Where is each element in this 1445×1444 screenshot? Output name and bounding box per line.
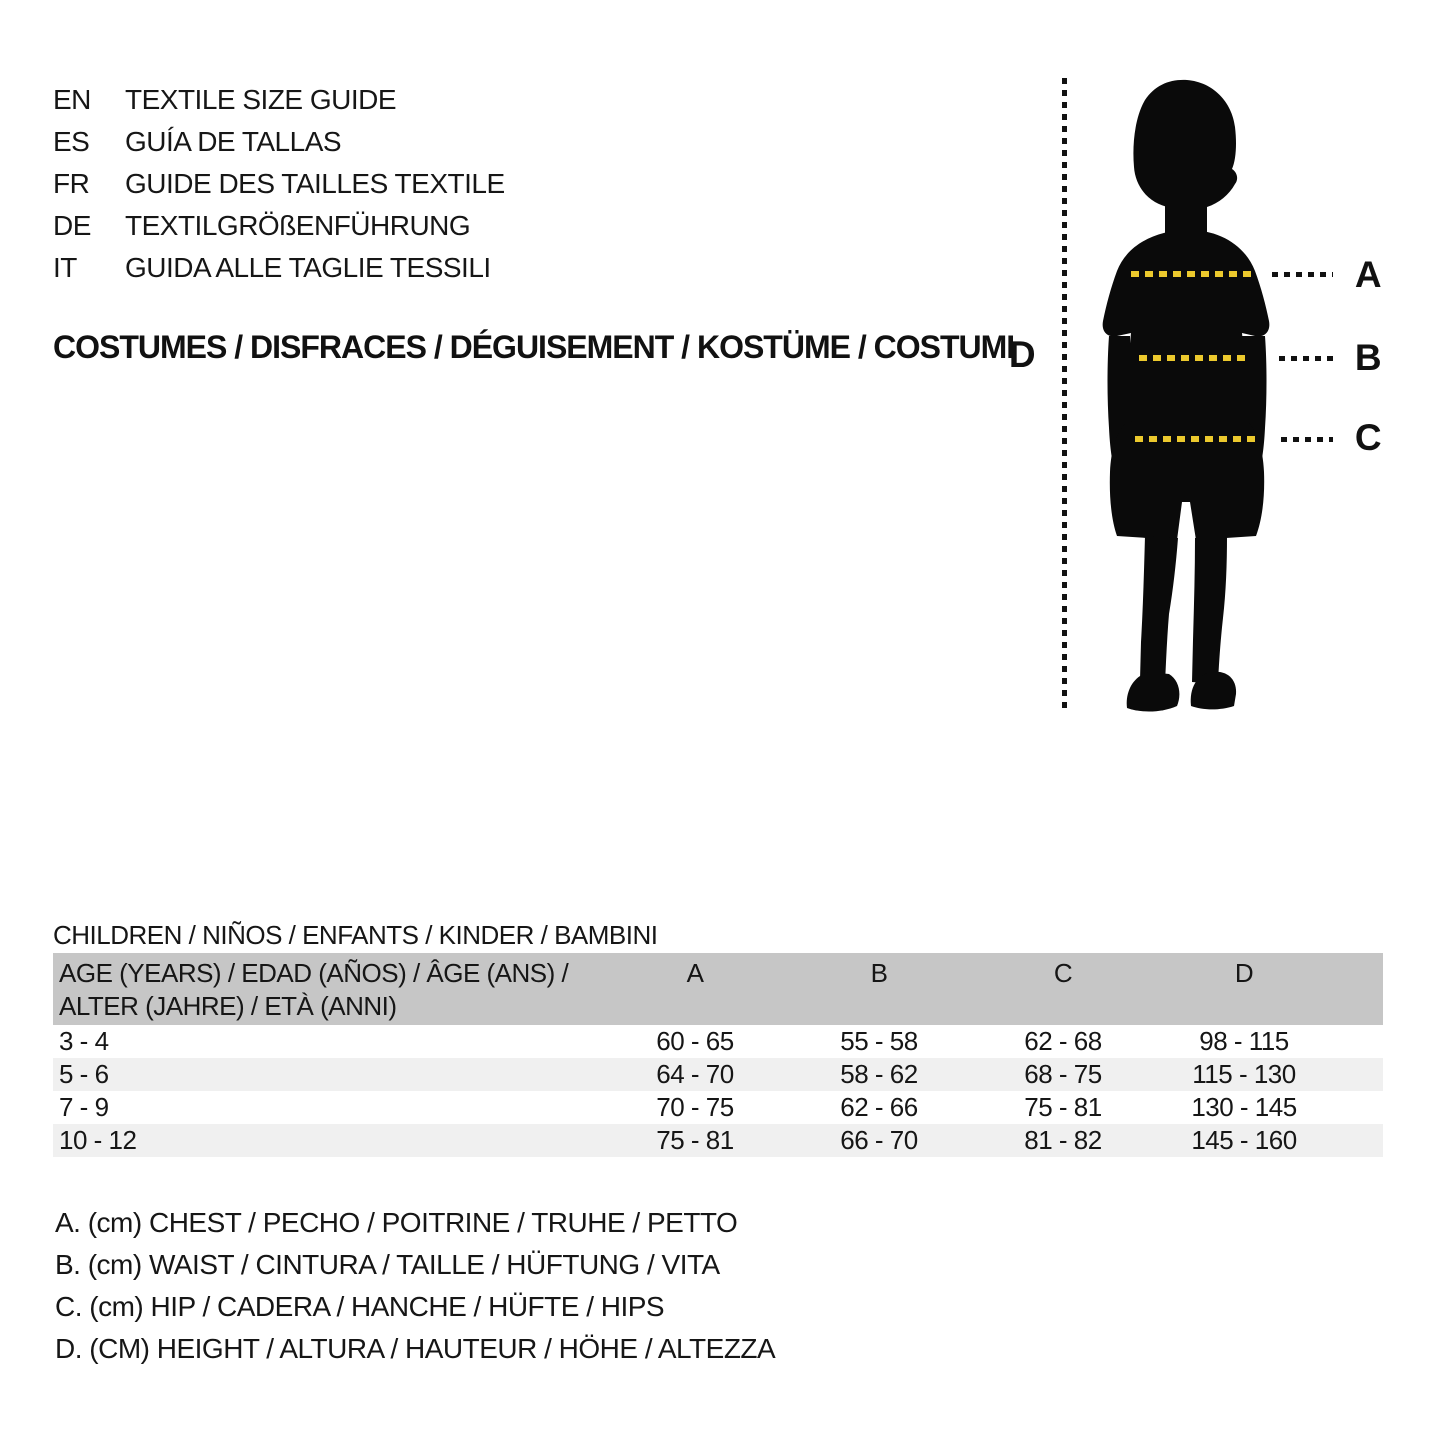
chest-cell: 64 - 70 <box>656 1059 734 1089</box>
language-title-list: EN TEXTILE SIZE GUIDE ES GUÍA DE TALLAS … <box>53 79 505 289</box>
language-row-fr: FR GUIDE DES TAILLES TEXTILE <box>53 163 505 205</box>
language-code: EN <box>53 84 91 115</box>
age-cell: 5 - 6 <box>59 1059 109 1089</box>
chest-connector-dots <box>1272 272 1333 277</box>
chest-cell: 60 - 65 <box>656 1026 734 1056</box>
hip-connector-dots <box>1281 437 1333 442</box>
language-code: FR <box>53 168 90 199</box>
chest-cell: 70 - 75 <box>656 1092 734 1122</box>
language-label: GUÍA DE TALLAS <box>125 126 342 157</box>
hip-cell: 81 - 82 <box>1024 1125 1102 1155</box>
table-group-title: CHILDREN / NIÑOS / ENFANTS / KINDER / BA… <box>53 920 658 950</box>
waist-cell: 58 - 62 <box>840 1059 918 1089</box>
age-header-cell: AGE (YEARS) / EDAD (AÑOS) / ÂGE (ANS) / … <box>53 957 603 1023</box>
silhouette-neck <box>1165 184 1207 234</box>
language-label: TEXTILE SIZE GUIDE <box>125 84 397 115</box>
table-row: 3 - 4 60 - 65 55 - 58 62 - 68 98 - 115 <box>53 1025 1383 1058</box>
column-header-c: C <box>1053 958 1073 988</box>
column-header-d: D <box>1234 958 1254 988</box>
measure-label-c: C <box>1354 417 1382 458</box>
waist-cell: 66 - 70 <box>840 1125 918 1155</box>
height-cell: 130 - 145 <box>1191 1092 1297 1122</box>
hip-cell: 62 - 68 <box>1024 1026 1102 1056</box>
size-table: AGE (YEARS) / EDAD (AÑOS) / ÂGE (ANS) / … <box>53 953 1383 1157</box>
hip-measure-line <box>1135 436 1259 442</box>
language-row-it: IT GUIDA ALLE TAGLIE TESSILI <box>53 247 505 289</box>
silhouette-left-leg <box>1140 536 1178 684</box>
legend-hip: C. (cm) HIP / CADERA / HANCHE / HÜFTE / … <box>55 1291 665 1322</box>
silhouette-right-shoe <box>1190 671 1237 710</box>
measure-label-b: B <box>1354 337 1382 378</box>
age-cell: 10 - 12 <box>59 1125 137 1155</box>
waist-cell: 62 - 66 <box>840 1092 918 1122</box>
column-header-b: B <box>870 958 888 988</box>
language-label: GUIDE DES TAILLES TEXTILE <box>125 168 505 199</box>
table-row: 5 - 6 64 - 70 58 - 62 68 - 75 115 - 130 <box>53 1058 1383 1091</box>
language-row-de: DE TEXTILGRÖßENFÜHRUNG <box>53 205 505 247</box>
language-label: GUIDA ALLE TAGLIE TESSILI <box>125 252 491 283</box>
language-row-es: ES GUÍA DE TALLAS <box>53 121 505 163</box>
height-cell: 145 - 160 <box>1191 1125 1297 1155</box>
age-cell: 7 - 9 <box>59 1092 109 1122</box>
category-title: COSTUMES / DISFRACES / DÉGUISEMENT / KOS… <box>53 329 1015 365</box>
language-row-en: EN TEXTILE SIZE GUIDE <box>53 79 505 121</box>
hip-cell: 68 - 75 <box>1024 1059 1102 1089</box>
age-header-line2: ALTER (JAHRE) / ETÀ (ANNI) <box>59 991 397 1021</box>
legend-height: D. (CM) HEIGHT / ALTURA / HAUTEUR / HÖHE… <box>55 1333 776 1364</box>
language-code: IT <box>53 252 77 283</box>
silhouette-right-leg <box>1192 536 1227 684</box>
language-label: TEXTILGRÖßENFÜHRUNG <box>125 210 471 241</box>
child-silhouette-figure <box>1102 79 1270 712</box>
table-header-row: AGE (YEARS) / EDAD (AÑOS) / ÂGE (ANS) / … <box>53 953 1383 1025</box>
waist-measure-line <box>1139 355 1249 361</box>
measure-label-a: A <box>1354 254 1382 295</box>
waist-cell: 55 - 58 <box>840 1026 918 1056</box>
table-row: 10 - 12 75 - 81 66 - 70 81 - 82 145 - 16… <box>53 1124 1383 1157</box>
age-cell: 3 - 4 <box>59 1026 109 1056</box>
age-header-line1: AGE (YEARS) / EDAD (AÑOS) / ÂGE (ANS) / <box>59 958 569 988</box>
column-header-a: A <box>686 958 704 988</box>
language-code: ES <box>53 126 90 157</box>
chest-measure-line <box>1131 271 1257 277</box>
hip-cell: 75 - 81 <box>1024 1092 1102 1122</box>
silhouette-head <box>1133 79 1238 210</box>
height-cell: 98 - 115 <box>1199 1026 1289 1056</box>
height-cell: 115 - 130 <box>1192 1059 1296 1089</box>
language-code: DE <box>53 210 91 241</box>
legend-waist: B. (cm) WAIST / CINTURA / TAILLE / HÜFTU… <box>55 1249 720 1280</box>
measure-label-d: D <box>1008 334 1036 375</box>
height-measure-dotted-line <box>1062 78 1067 713</box>
silhouette-left-shoe <box>1126 672 1180 712</box>
silhouette-shorts <box>1109 421 1265 540</box>
measurement-legend: A. (cm) CHEST / PECHO / POITRINE / TRUHE… <box>55 1202 776 1370</box>
waist-connector-dots <box>1279 356 1333 361</box>
legend-chest: A. (cm) CHEST / PECHO / POITRINE / TRUHE… <box>55 1207 738 1238</box>
table-row: 7 - 9 70 - 75 62 - 66 75 - 81 130 - 145 <box>53 1091 1383 1124</box>
chest-cell: 75 - 81 <box>656 1125 734 1155</box>
